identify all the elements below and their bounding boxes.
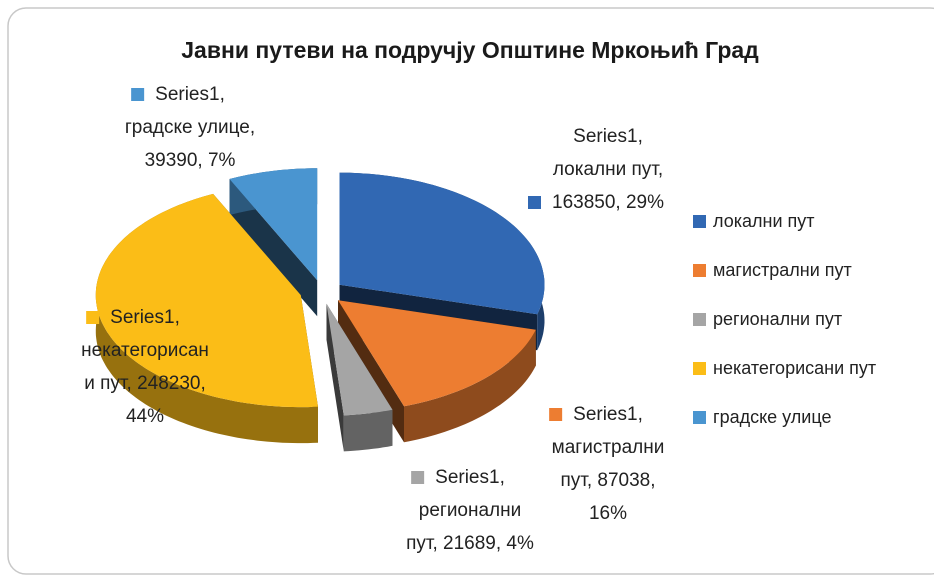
data-label: некатегорисан xyxy=(81,340,209,361)
slice-wall xyxy=(343,409,393,452)
legend-key xyxy=(693,313,706,326)
legend-label: локални пут xyxy=(713,211,815,231)
legend-key xyxy=(693,362,706,375)
slice-side xyxy=(229,179,318,317)
slice-wall xyxy=(95,193,318,444)
legend-label: некатегорисани пут xyxy=(713,358,876,378)
data-label: 44% xyxy=(126,406,164,427)
data-label: 16% xyxy=(589,503,627,524)
data-label: регионални xyxy=(419,500,522,521)
data-label: Series1, xyxy=(110,307,180,328)
data-label: магистрални xyxy=(552,437,665,458)
data-label: и пут, 248230, xyxy=(84,373,206,394)
data-label: пут, 21689, 4% xyxy=(406,533,534,554)
data-label: 163850, 29% xyxy=(552,192,664,213)
data-label: Series1, xyxy=(573,404,643,425)
data-label-key xyxy=(528,196,541,209)
legend-key xyxy=(693,264,706,277)
data-label: пут, 87038, xyxy=(560,470,655,491)
data-label: Series1, xyxy=(155,84,225,105)
data-label-key xyxy=(86,311,100,324)
data-label-key xyxy=(131,88,145,101)
legend-key xyxy=(693,411,706,424)
chart-title: Јавни путеви на подручју Општине Мркоњић… xyxy=(181,37,759,63)
data-label: локални пут, xyxy=(553,159,663,180)
slice xyxy=(229,168,318,281)
slice xyxy=(339,172,545,315)
data-label: градске улице, xyxy=(125,117,255,138)
data-label-key xyxy=(411,471,425,484)
legend-label: регионални пут xyxy=(713,309,842,329)
data-label: Series1, xyxy=(435,467,505,488)
slice xyxy=(95,193,318,408)
data-label: 39390, 7% xyxy=(145,150,236,171)
slice-side xyxy=(326,303,344,452)
legend-key xyxy=(693,215,706,228)
data-label-key xyxy=(549,408,563,421)
slice-wall xyxy=(404,329,536,443)
slice xyxy=(338,300,536,407)
slice xyxy=(326,303,393,416)
legend-label: магистрални пут xyxy=(713,260,852,280)
data-label: Series1, xyxy=(573,126,643,147)
legend-label: градске улице xyxy=(713,407,831,427)
